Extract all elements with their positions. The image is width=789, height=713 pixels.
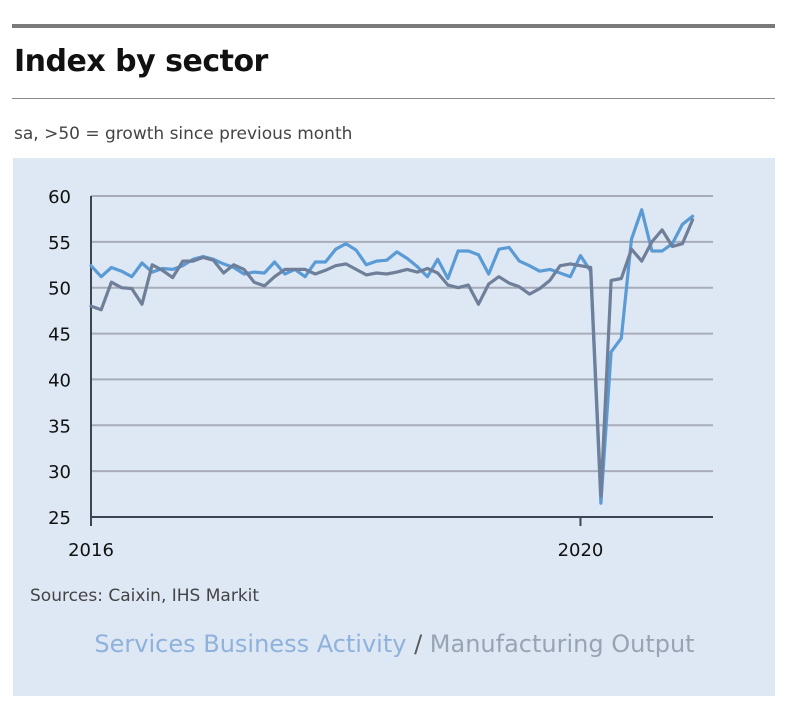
y-tick-label: 25	[48, 508, 71, 529]
y-tick-label: 35	[48, 416, 71, 437]
legend-separator: /	[406, 630, 430, 658]
axes	[90, 196, 713, 526]
x-tick-label: 2020	[558, 540, 604, 561]
title-divider	[12, 98, 775, 99]
y-tick-label: 55	[48, 233, 71, 254]
x-tick-label: 2016	[68, 540, 114, 561]
legend-manufacturing: Manufacturing Output	[429, 630, 695, 658]
y-tick-label: 30	[48, 462, 71, 483]
gridlines	[91, 195, 713, 473]
top-accent-bar	[12, 24, 775, 28]
y-tick-label: 40	[48, 370, 71, 391]
chart-legend: Services Business Activity / Manufacturi…	[0, 630, 789, 658]
y-tick-label: 50	[48, 279, 71, 300]
y-tick-label: 45	[48, 325, 71, 346]
y-tick-label: 60	[48, 187, 71, 208]
page-title: Index by sector	[14, 44, 268, 79]
series-lines	[89, 208, 695, 505]
tick-labels: 25 30 35 40 45 50 55 60 2016 2020	[48, 187, 603, 561]
chart-subtitle: sa, >50 = growth since previous month	[14, 124, 353, 144]
chart-source: Sources: Caixin, IHS Markit	[30, 586, 260, 606]
legend-services: Services Business Activity	[94, 630, 407, 658]
series-line-manufacturing	[89, 218, 695, 498]
